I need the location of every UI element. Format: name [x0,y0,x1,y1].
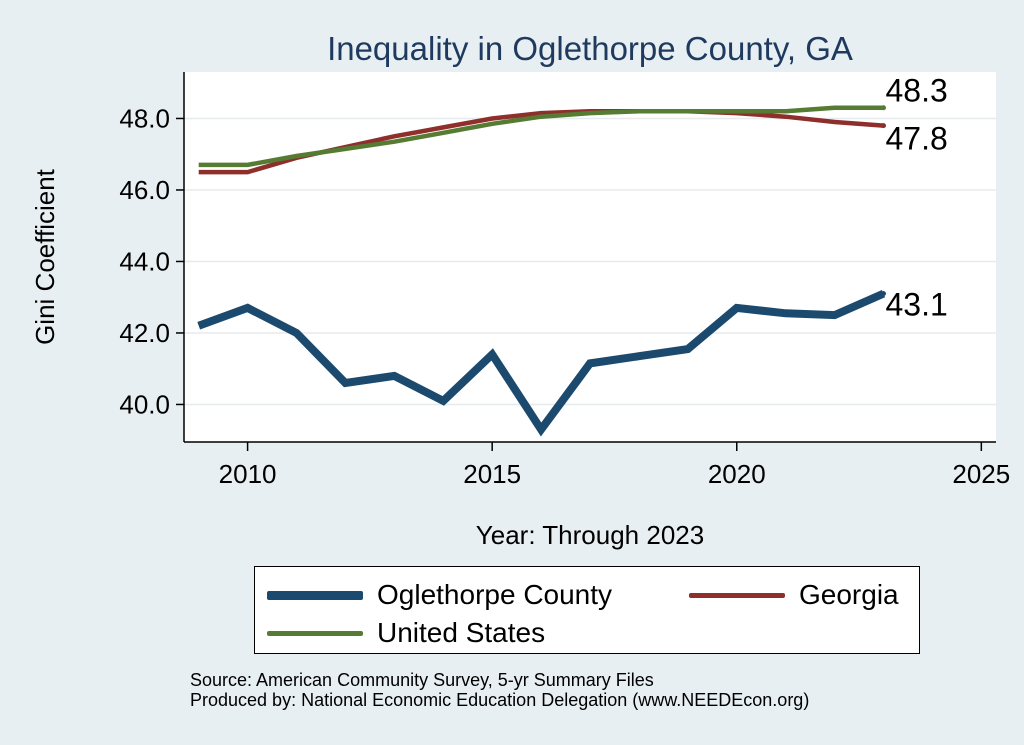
x-tick-label: 2015 [463,459,521,489]
y-tick-label: 42.0 [119,318,170,348]
produced-by-line: Produced by: National Economic Education… [190,690,810,710]
end-label-united-states: 48.3 [885,73,947,109]
legend-label-united-states: United States [377,617,546,648]
legend-swatch-georgia [689,592,785,598]
series-line-oglethorpe-county [197,289,886,437]
series-line-united-states [198,105,884,168]
legend-item-oglethorpe: Oglethorpe County [267,579,612,611]
series-end-point-united-states [880,105,886,111]
y-tick-label: 46.0 [119,175,170,205]
y-tick-label: 40.0 [119,389,170,419]
x-tick-label: 2025 [952,459,1010,489]
source-line: Source: American Community Survey, 5-yr … [190,670,654,690]
ticks: 40.0 42.0 44.0 46.0 48.0 2010 2015 2020 2025 [119,103,1010,489]
y-axis-label: Gini Coefficient [30,168,60,345]
series-end-point-oglethorpe-county [880,291,886,297]
end-label-oglethorpe-county: 43.1 [885,287,947,323]
x-tick-label: 2010 [219,459,277,489]
source-note: Source: American Community Survey, 5-yr … [190,670,809,710]
plot-area [184,72,996,442]
legend-swatch-united-states [267,630,363,636]
end-labels: 47.8 48.3 43.1 [885,73,947,323]
series-end-point-georgia [880,123,886,129]
legend: Oglethorpe County Georgia United States [254,566,920,654]
legend-label-oglethorpe: Oglethorpe County [377,579,613,610]
y-tick-label: 44.0 [119,246,170,276]
legend-label-georgia: Georgia [799,579,899,610]
chart-title: Inequality in Oglethorpe County, GA [327,30,853,67]
series-layer [197,105,886,437]
x-tick-label: 2020 [708,459,766,489]
end-label-georgia: 47.8 [885,121,947,157]
legend-swatch-oglethorpe [267,590,363,600]
x-axis-label: Year: Through 2023 [476,520,704,550]
y-tick-label: 48.0 [119,103,170,133]
legend-item-united-states: United States [267,617,545,649]
grid [184,117,996,406]
legend-item-georgia: Georgia [689,579,899,611]
